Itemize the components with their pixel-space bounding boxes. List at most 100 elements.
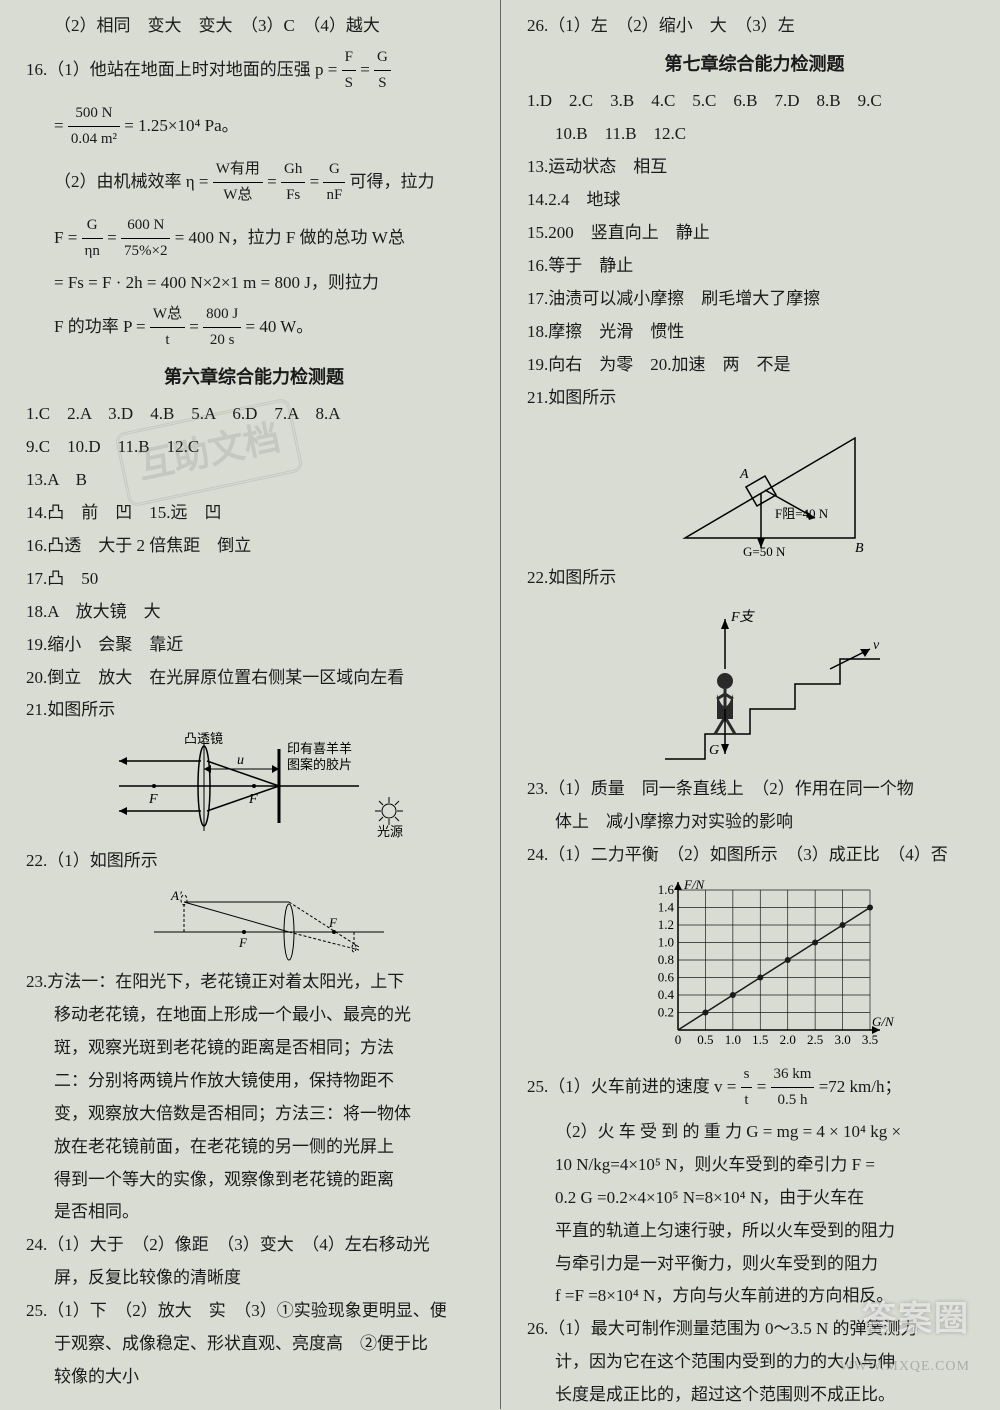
svg-text:1.6: 1.6 xyxy=(657,882,674,897)
text: = 1.25×10⁴ Pa。 xyxy=(124,116,238,135)
svg-text:1.5: 1.5 xyxy=(752,1032,768,1047)
svg-text:2.0: 2.0 xyxy=(779,1032,795,1047)
a21: 21.如图所示 xyxy=(26,696,482,725)
svg-text:u: u xyxy=(237,753,244,768)
r-a23: 23.（1）质量 同一条直线上 （2）作用在同一个物 xyxy=(527,775,982,804)
diagram-triangle-forces: A B F阻=40 N G=50 N xyxy=(557,418,982,558)
text: = 40 W。 xyxy=(245,317,313,336)
svg-text:F阻=40 N: F阻=40 N xyxy=(775,506,829,521)
svg-text:v: v xyxy=(873,638,880,653)
a22: 22.（1）如图所示 xyxy=(26,847,482,876)
ch7-mc1: 1.D 2.C 3.B 4.C 5.C 6.B 7.D 8.B 9.C xyxy=(527,87,982,116)
svg-text:光源: 光源 xyxy=(377,824,403,839)
r-a13: 13.运动状态 相互 xyxy=(527,153,982,182)
svg-text:F: F xyxy=(148,792,158,807)
a24: 24.（1）大于 （2）像距 （3）变大 （4）左右移动光 xyxy=(26,1231,482,1260)
r-a25-2b: 10 N/kg=4×10⁵ N，则火车受到的牵引力 F = xyxy=(527,1151,982,1180)
a23: 23.方法一：在阳光下，老花镜正对着太阳光，上下 xyxy=(26,968,482,997)
svg-text:F: F xyxy=(328,915,338,930)
left-column: 互助文档 （2）相同 变大 变大 （3）C （4）越大 16.（1）他站在地面上… xyxy=(0,0,500,1409)
frac: 500 N0.04 m² xyxy=(68,101,120,153)
ch6-title: 第六章综合能力检测题 xyxy=(26,362,482,393)
frac: 800 J20 s xyxy=(203,302,241,354)
text: 16.（1）他站在地面上时对地面的压强 p = xyxy=(26,60,342,79)
r-a15: 15.200 竖直向上 静止 xyxy=(527,219,982,248)
a23e: 变，观察放大倍数是否相同；方法三：将一物体 xyxy=(26,1100,482,1129)
watermark-small: WWW.MXQE.COM xyxy=(840,1355,970,1379)
a25b: 于观察、成像稳定、形状直观、亮度高 ②便于比 xyxy=(26,1330,482,1359)
frac: GhFs xyxy=(281,157,305,209)
a25c: 较像的大小 xyxy=(26,1363,482,1392)
watermark-big: 答案圈 xyxy=(862,1291,970,1349)
svg-text:0: 0 xyxy=(674,1032,681,1047)
r-a25-2e: 与牵引力是一对平衡力，则火车受到的阻力 xyxy=(527,1250,982,1279)
text: F = xyxy=(54,228,82,247)
a23h: 是否相同。 xyxy=(26,1198,482,1227)
frac: W总t xyxy=(150,302,185,354)
ch6-mc2: 9.C 10.D 11.B 12.C xyxy=(26,433,482,462)
text: = xyxy=(189,317,203,336)
svg-text:G=50 N: G=50 N xyxy=(743,544,786,558)
svg-text:F支: F支 xyxy=(730,609,756,625)
frac: st xyxy=(741,1062,753,1114)
frac: Gηn xyxy=(82,213,103,265)
text: = xyxy=(107,228,121,247)
svg-text:0.4: 0.4 xyxy=(657,987,674,1002)
ans-15-2: （2）相同 变大 变大 （3）C （4）越大 xyxy=(26,12,482,41)
r-a18: 18.摩擦 光滑 惯性 xyxy=(527,318,982,347)
text: = 400 N，拉力 F 做的总功 W总 xyxy=(175,228,405,247)
text: = xyxy=(360,60,374,79)
svg-text:F/N: F/N xyxy=(683,877,706,892)
a16: 16.凸透 大于 2 倍焦距 倒立 xyxy=(26,532,482,561)
q16-1: 16.（1）他站在地面上时对地面的压强 p = FS = GS xyxy=(26,45,482,97)
diagram-21-lens: 凸透镜 印有喜羊羊 图案的胶片 F F u xyxy=(56,731,482,841)
right-column: 26.（1）左 （2）缩小 大 （3）左 第七章综合能力检测题 1.D 2.C … xyxy=(500,0,1000,1409)
text: =72 km/h； xyxy=(819,1077,902,1096)
q16-2: （2）由机械效率 η = W有用W总 = GhFs = GnF 可得，拉力 xyxy=(26,157,482,209)
text: 25.（1）火车前进的速度 v = xyxy=(527,1077,741,1096)
frac: 36 km0.5 h xyxy=(771,1062,815,1114)
a20: 20.倒立 放大 在光屏原位置右侧某一区域向左看 xyxy=(26,664,482,693)
a23b: 移动老花镜，在地面上形成一个最小、最亮的光 xyxy=(26,1001,482,1030)
svg-text:0.8: 0.8 xyxy=(657,952,673,967)
svg-text:1.0: 1.0 xyxy=(657,934,673,949)
svg-text:A': A' xyxy=(170,888,182,903)
r-a22: 22.如图所示 xyxy=(527,564,982,593)
svg-text:0.5: 0.5 xyxy=(697,1032,713,1047)
a24b: 屏，反复比较像的清晰度 xyxy=(26,1264,482,1293)
svg-text:印有喜羊羊: 印有喜羊羊 xyxy=(287,741,352,756)
r-a16: 16.等于 静止 xyxy=(527,252,982,281)
diagram-escalator-girl: F支 G v xyxy=(557,599,982,769)
svg-text:G/N: G/N xyxy=(872,1014,895,1029)
r-a21: 21.如图所示 xyxy=(527,384,982,413)
svg-text:图案的胶片: 图案的胶片 xyxy=(287,757,352,772)
a13: 13.A B xyxy=(26,466,482,495)
diagram-22-image: A' F F xyxy=(56,882,482,962)
r-a17: 17.油渍可以减小摩擦 刷毛增大了摩擦 xyxy=(527,285,982,314)
a23c: 斑，观察光斑到老花镜的距离是否相同；方法 xyxy=(26,1034,482,1063)
ch6-mc1: 1.C 2.A 3.D 4.B 5.A 6.D 7.A 8.A xyxy=(26,400,482,429)
svg-text:G: G xyxy=(709,743,719,758)
frac: GnF xyxy=(323,157,345,209)
r-a19-20: 19.向右 为零 20.加速 两 不是 xyxy=(527,351,982,380)
text: = xyxy=(54,116,68,135)
r-a26: 26.（1）左 （2）缩小 大 （3）左 xyxy=(527,12,982,41)
svg-text:2.5: 2.5 xyxy=(807,1032,823,1047)
frac: GS xyxy=(374,45,391,97)
text: F 的功率 P = xyxy=(54,317,150,336)
svg-text:1.2: 1.2 xyxy=(657,917,673,932)
text: 可得，拉力 xyxy=(350,172,435,191)
r-a24: 24.（1）二力平衡 （2）如图所示 （3）成正比 （4）否 xyxy=(527,841,982,870)
a25: 25.（1）下 （2）放大 实 （3）①实验现象更明显、便 xyxy=(26,1297,482,1326)
text: = xyxy=(310,172,324,191)
ch7-mc2: 10.B 11.B 12.C xyxy=(527,120,982,149)
a23f: 放在老花镜前面，在老花镜的另一侧的光屏上 xyxy=(26,1133,482,1162)
r-a23b: 体上 减小摩擦力对实验的影响 xyxy=(527,808,982,837)
svg-text:1.4: 1.4 xyxy=(657,899,674,914)
svg-text:0.6: 0.6 xyxy=(657,969,674,984)
a23g: 得到一个等大的实像，观察像到老花镜的距离 xyxy=(26,1166,482,1195)
r-a14: 14.2.4 地球 xyxy=(527,186,982,215)
chart-f-vs-g: 0.20.40.60.81.01.21.41.600.51.01.52.02.5… xyxy=(557,876,982,1056)
q16-1b: = 500 N0.04 m² = 1.25×10⁴ Pa。 xyxy=(26,101,482,153)
a23d: 二：分别将两镜片作放大镜使用，保持物距不 xyxy=(26,1067,482,1096)
